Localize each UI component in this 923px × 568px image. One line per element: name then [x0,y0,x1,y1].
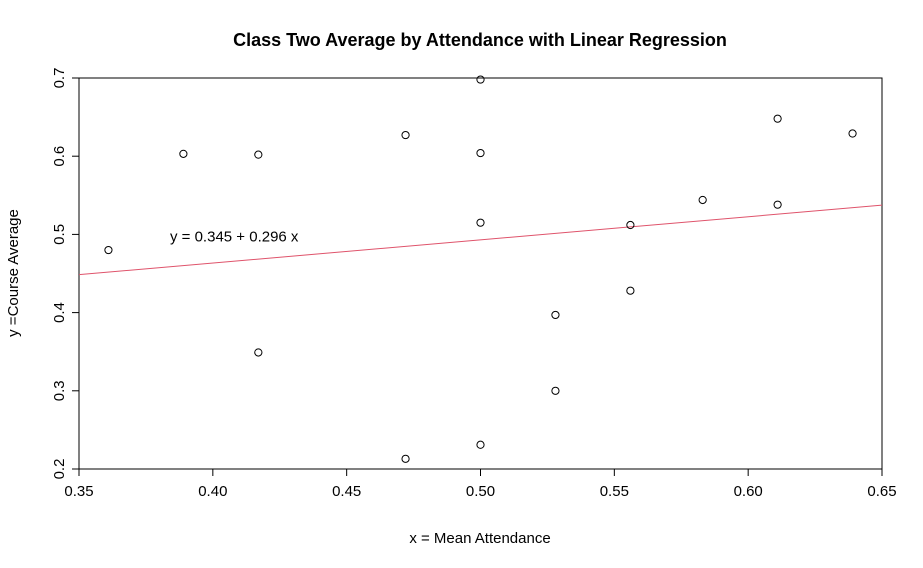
y-tick-label: 0.4 [51,302,68,323]
data-point [476,75,485,84]
plot-frame [78,77,883,470]
data-point [476,148,485,158]
x-tick-label: 0.40 [198,483,227,500]
y-tick-label: 0.2 [51,459,68,480]
data-point [551,310,560,320]
data-point [476,440,485,449]
y-tick-label: 0.3 [51,380,68,401]
x-tick-label: 0.60 [734,483,763,500]
x-tick-label: 0.50 [466,483,495,500]
x-tick-label: 0.55 [600,483,629,500]
data-point [401,454,410,463]
data-point [401,130,410,140]
y-tick-label: 0.6 [51,146,68,167]
x-tick-label: 0.35 [64,483,93,500]
regression-equation: y = 0.345 + 0.296 x [170,229,299,246]
chart-title: Class Two Average by Attendance with Lin… [233,30,727,50]
data-point [773,200,782,209]
data-point [104,245,113,255]
data-point [773,114,782,123]
data-point [254,348,263,357]
data-point [476,218,485,227]
regression-line [78,204,883,276]
x-tick-label: 0.65 [867,483,896,500]
x-axis-label: x = Mean Attendance [409,530,550,547]
data-point [848,129,857,138]
data-point [626,220,635,230]
data-point [626,286,635,295]
data-point [254,150,263,159]
data-point [698,195,707,205]
data-point [551,386,560,395]
y-tick-label: 0.7 [51,68,68,89]
y-axis-label: y =Course Average [5,209,22,337]
x-tick-label: 0.45 [332,483,361,500]
data-point [179,149,188,158]
y-tick-label: 0.5 [51,224,68,245]
